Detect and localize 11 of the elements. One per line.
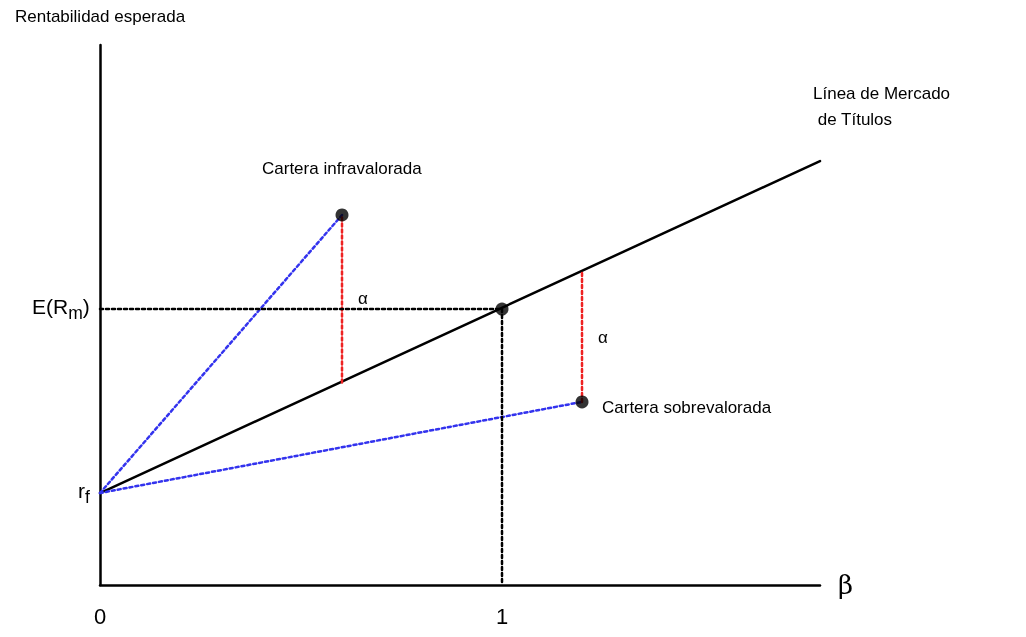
annotation: α <box>598 327 608 347</box>
annotation: Cartera infravalorada <box>262 158 422 178</box>
annotation: Cartera sobrevalorada <box>602 398 772 418</box>
annotation: r$_{f}$ <box>78 478 90 507</box>
x-axis-title: β <box>838 570 854 600</box>
x-tick-label: 0 <box>93 603 107 629</box>
text: Rentabilidad esperada <box>15 7 186 26</box>
x-tick-label: 1 <box>495 603 509 629</box>
series-label: Línea de Mercado de Títulos <box>813 83 951 129</box>
annotation: α <box>358 289 368 309</box>
annotation: E(R$_{m}$) <box>32 294 90 323</box>
